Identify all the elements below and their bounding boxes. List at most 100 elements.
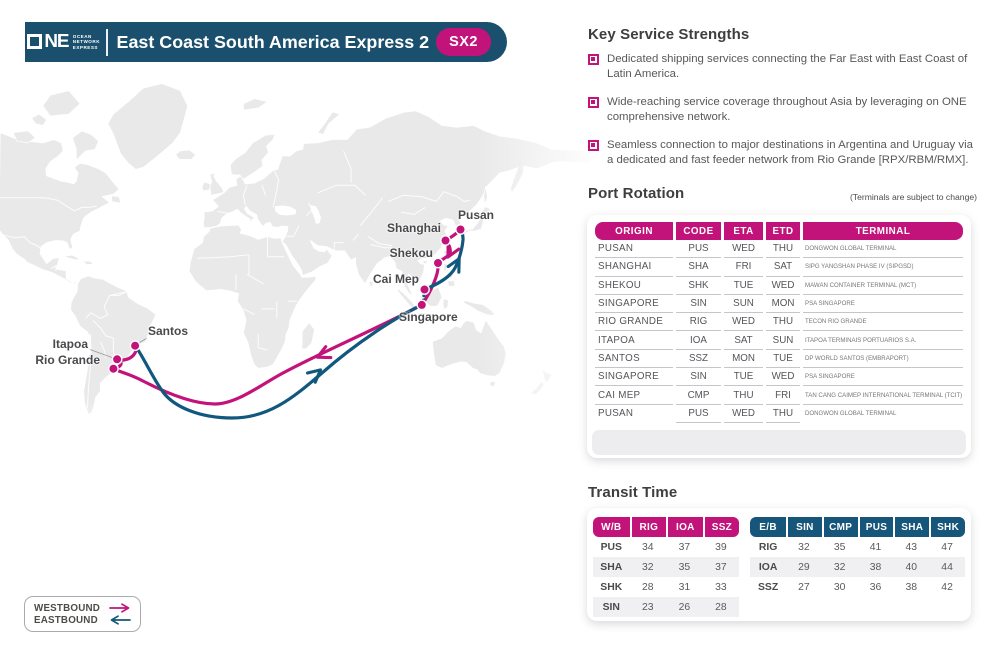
table-cell: RIG — [676, 313, 721, 332]
table-cell: CMP — [676, 386, 721, 405]
port-rotation-footer-band — [592, 430, 966, 455]
table-cell: 32 — [821, 557, 858, 577]
table-row: PUSAN PUS WED THU DONGWON GLOBAL TERMINAL — [595, 240, 963, 259]
one-logo-subtext: OCEAN NETWORK EXPRESS — [72, 34, 101, 50]
port-label: Cai Mep — [372, 272, 419, 286]
port-label: Singapore — [399, 310, 458, 324]
column-header: ORIGIN — [595, 222, 673, 240]
table-cell: DONGWON GLOBAL TERMINAL — [803, 240, 963, 259]
table-cell: SSZ — [757, 581, 779, 593]
map-fade-bottom — [0, 400, 602, 448]
table-cell: 44 — [929, 557, 965, 577]
table-cell: SIN — [593, 597, 630, 617]
column-header: ETD — [766, 222, 800, 240]
port-rotation-table: ORIGIN CODE ETA ETD TERMINAL PUSAN PUS WED THU D… — [592, 222, 966, 423]
route-eastbound — [133, 303, 424, 420]
table-cell: 42 — [941, 581, 953, 593]
table-cell: THU — [724, 386, 763, 405]
table-cell: FRI — [766, 386, 800, 405]
transit-time-eastbound-table: E/B SIN CMP PUS SHA SHK RIG 32 35 41 43 47 IOA 29 32 3… — [750, 517, 965, 597]
table-cell: 36 — [869, 581, 882, 593]
transit-time-card: W/B RIG IOA SSZ PUS 34 37 39 SHA 32 35 37 SHK 28 31 33… — [587, 508, 971, 621]
legend-westbound-label: WESTBOUND — [34, 602, 101, 614]
table-cell: 35 — [666, 557, 703, 577]
map-mask-bottom — [0, 446, 602, 667]
column-header: CMP — [821, 517, 858, 537]
table-cell: 40 — [893, 557, 930, 577]
table-row: SINGAPORE SIN TUE WED PSA SINGAPORE — [595, 368, 963, 387]
one-logo: NE OCEAN NETWORK EXPRESS — [27, 31, 101, 53]
port-dots — [108, 224, 466, 375]
table-cell: 41 — [869, 541, 882, 553]
port-dot — [129, 340, 141, 352]
map-country-borders — [0, 150, 471, 409]
key-service-strengths-list: Dedicated shipping services connecting t… — [588, 52, 976, 180]
column-header: SIN — [785, 517, 822, 537]
column-header: CODE — [676, 222, 721, 240]
column-header: IOA — [666, 517, 703, 537]
table-cell: SHA — [676, 258, 721, 277]
table-row: SHEKOU SHK TUE WED MAWAN CONTAINER TERMINAL … — [595, 277, 963, 295]
table-cell: WED — [724, 313, 763, 332]
table-cell: WED — [724, 240, 763, 259]
table-cell: 37 — [702, 557, 740, 577]
table-cell: SUN — [724, 295, 763, 314]
table-row: SHANGHAI SHA FRI SAT SIPG YANGSHAN PHASE IV … — [595, 258, 963, 277]
table-cell: TUE — [724, 368, 763, 387]
column-header: E/B — [750, 517, 786, 537]
westbound-arrow-icon — [109, 603, 130, 613]
port-label: Shanghai — [386, 221, 441, 235]
table-row: RIG 32 35 41 43 47 — [750, 537, 965, 557]
port-dot — [108, 363, 119, 375]
key-service-strength-text: Dedicated shipping services connecting t… — [607, 53, 968, 80]
table-cell: SHANGHAI — [595, 258, 673, 277]
port-dot — [419, 284, 430, 295]
table-cell: 28 — [702, 597, 740, 617]
table-row: SHA 32 35 37 — [593, 557, 740, 577]
table-cell: 47 — [941, 541, 953, 553]
table-cell: SHEKOU — [595, 277, 673, 295]
table-row: PUS 34 37 39 — [593, 537, 739, 557]
key-service-strength-text: Wide-reaching service coverage throughou… — [607, 95, 967, 123]
port-dot — [111, 353, 123, 365]
transit-time-westbound-table: W/B RIG IOA SSZ PUS 34 37 39 SHA 32 35 37 SHK 28 31 33… — [593, 517, 740, 617]
table-cell: WED — [766, 368, 800, 387]
table-cell: 29 — [785, 557, 822, 577]
table-cell: ITAPOA TERMINAIS PORTUARIOS S.A. — [803, 331, 963, 350]
table-cell: WED — [766, 277, 800, 295]
table-row: SANTOS SSZ MON TUE DP WORLD SANTOS (EMBRAPOR… — [595, 350, 963, 369]
table-cell: PUS — [676, 240, 721, 259]
table-cell: RIG — [758, 541, 778, 553]
table-cell: 38 — [905, 581, 918, 593]
table-cell: 43 — [905, 541, 918, 553]
table-cell: TUE — [766, 350, 800, 369]
table-cell: SIN — [676, 295, 721, 314]
table-cell: PUS — [600, 541, 622, 553]
table-row: SSZ 27 30 36 38 42 — [750, 577, 965, 597]
table-cell: 26 — [666, 597, 703, 617]
one-logo-square-icon — [27, 34, 42, 50]
table-cell: TAN CANG CAIMEP INTERNATIONAL TERMINAL (… — [803, 386, 963, 405]
port-rotation-heading: Port Rotation — [588, 185, 685, 202]
table-cell: CAI MEP — [595, 386, 673, 405]
key-service-strength-item: Dedicated shipping services connecting t… — [588, 52, 976, 82]
eastbound-arrow-icon — [110, 615, 131, 625]
banner-divider — [106, 28, 108, 56]
port-dot — [455, 224, 466, 235]
table-cell: MON — [724, 350, 763, 369]
table-cell: PSA SINGAPORE — [803, 368, 963, 387]
table-cell: RIO GRANDE — [595, 313, 673, 332]
port-label: Santos — [148, 324, 189, 338]
map-water-holes — [274, 205, 321, 224]
service-title: East Coast South America Express 2 — [116, 31, 430, 52]
table-cell: 23 — [629, 597, 667, 617]
table-row: RIO GRANDE RIG WED THU TECON RIO GRANDE — [595, 313, 963, 332]
table-cell: 27 — [798, 581, 810, 593]
table-cell: 38 — [857, 557, 894, 577]
key-service-strength-item: Seamless connection to major destination… — [588, 138, 976, 168]
table-cell: SAT — [766, 258, 800, 277]
one-logo-letters: NE — [44, 31, 69, 53]
table-cell: 31 — [678, 581, 691, 593]
table-row: SHK 28 31 33 — [593, 577, 739, 597]
table-cell: THU — [766, 240, 800, 259]
